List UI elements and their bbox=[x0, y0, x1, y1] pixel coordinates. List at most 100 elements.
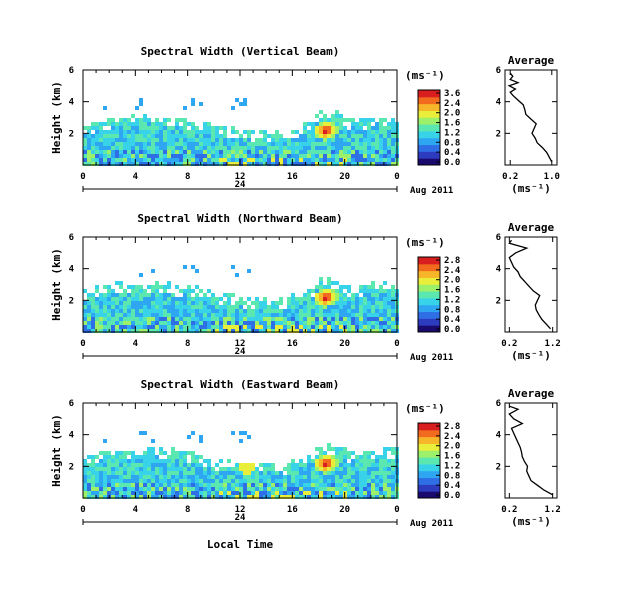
heatmap-cell bbox=[191, 138, 195, 142]
heatmap-cell bbox=[375, 475, 379, 479]
heatmap-cell bbox=[175, 150, 179, 154]
heatmap-cell bbox=[371, 475, 375, 479]
heatmap-cell bbox=[83, 325, 87, 329]
heatmap-cell bbox=[387, 297, 391, 301]
heatmap-cell bbox=[111, 479, 115, 483]
heatmap-cell bbox=[195, 471, 199, 475]
colorbar-segment bbox=[418, 297, 440, 306]
heatmap-cell bbox=[155, 491, 159, 495]
heatmap-cell bbox=[219, 150, 223, 154]
heatmap-cell bbox=[223, 491, 227, 495]
heatmap-cell bbox=[211, 467, 215, 471]
heatmap-cell bbox=[375, 138, 379, 142]
heatmap-cell bbox=[147, 321, 151, 325]
heatmap-cell bbox=[279, 158, 283, 162]
heatmap-cell bbox=[151, 317, 155, 321]
heatmap-cell bbox=[99, 146, 103, 150]
heatmap-cell bbox=[215, 146, 219, 150]
heatmap-cell bbox=[99, 479, 103, 483]
heatmap-cell bbox=[143, 479, 147, 483]
heatmap-cell bbox=[319, 134, 323, 138]
heatmap-cell bbox=[99, 158, 103, 162]
heatmap-cell bbox=[195, 297, 199, 301]
heatmap-cell bbox=[199, 130, 203, 134]
heatmap-cell bbox=[83, 463, 87, 467]
heatmap-cell bbox=[191, 146, 195, 150]
heatmap-cell bbox=[95, 309, 99, 313]
heatmap-cell bbox=[167, 313, 171, 317]
heatmap-cell bbox=[155, 130, 159, 134]
heatmap-cell bbox=[379, 325, 383, 329]
heatmap-cell bbox=[167, 126, 171, 130]
heatmap-cell bbox=[211, 309, 215, 313]
heatmap-cell bbox=[175, 138, 179, 142]
heatmap-cell bbox=[355, 317, 359, 321]
heatmap-cell bbox=[103, 329, 107, 333]
heatmap-cell bbox=[307, 158, 311, 162]
heatmap-cell bbox=[315, 471, 319, 475]
heatmap-cell bbox=[239, 309, 243, 313]
heatmap-cell bbox=[163, 285, 167, 289]
heatmap-cell bbox=[259, 491, 263, 495]
heatmap-cell bbox=[127, 321, 131, 325]
heatmap-cell bbox=[307, 321, 311, 325]
heatmap-cell bbox=[195, 483, 199, 487]
heatmap-cell bbox=[183, 463, 187, 467]
heatmap-cell bbox=[279, 483, 283, 487]
heatmap-cell bbox=[351, 325, 355, 329]
heatmap-cell bbox=[167, 158, 171, 162]
heatmap-cell bbox=[291, 130, 295, 134]
heatmap-cell bbox=[219, 134, 223, 138]
heatmap-cell bbox=[135, 122, 139, 126]
heatmap-cell bbox=[139, 122, 143, 126]
heatmap-cell bbox=[95, 471, 99, 475]
heatmap-cell bbox=[95, 142, 99, 146]
heatmap-cell bbox=[355, 487, 359, 491]
heatmap-cell bbox=[251, 309, 255, 313]
heatmap-cell bbox=[163, 162, 167, 166]
heatmap-cell bbox=[391, 150, 395, 154]
heatmap-cell bbox=[99, 459, 103, 463]
heatmap-cell bbox=[255, 321, 259, 325]
heatmap-cell bbox=[123, 118, 127, 122]
heatmap-cell bbox=[347, 162, 351, 166]
heatmap-cell bbox=[195, 467, 199, 471]
heatmap-cell bbox=[387, 463, 391, 467]
heatmap-cell bbox=[159, 471, 163, 475]
heatmap-cell bbox=[383, 301, 387, 305]
heatmap-cell bbox=[371, 118, 375, 122]
heatmap-cell bbox=[99, 138, 103, 142]
heatmap-cell bbox=[391, 447, 395, 451]
heatmap-cell bbox=[211, 483, 215, 487]
heatmap-cell bbox=[183, 487, 187, 491]
heatmap-cell bbox=[327, 297, 331, 301]
heatmap-cell bbox=[367, 162, 371, 166]
heatmap-cell bbox=[307, 138, 311, 142]
heatmap-cell bbox=[111, 459, 115, 463]
heatmap-cell bbox=[107, 134, 111, 138]
heatmap-cell bbox=[163, 297, 167, 301]
heatmap-cell bbox=[207, 162, 211, 166]
heatmap-cell bbox=[283, 317, 287, 321]
heatmap-cell bbox=[219, 313, 223, 317]
heatmap-cell bbox=[143, 329, 147, 333]
heatmap-cell bbox=[335, 146, 339, 150]
heatmap-cell bbox=[159, 459, 163, 463]
heatmap-cell bbox=[111, 301, 115, 305]
heatmap-cell bbox=[391, 313, 395, 317]
heatmap-cell bbox=[319, 142, 323, 146]
heatmap-cell bbox=[151, 447, 155, 451]
heatmap-cell bbox=[227, 495, 231, 499]
heatmap-cell bbox=[307, 301, 311, 305]
heatmap-cell bbox=[143, 475, 147, 479]
heatmap-cell bbox=[319, 281, 323, 285]
heatmap-cell bbox=[219, 309, 223, 313]
heatmap-cell bbox=[247, 329, 251, 333]
heatmap-cell bbox=[211, 329, 215, 333]
heatmap-cell bbox=[283, 138, 287, 142]
heatmap-cell bbox=[151, 321, 155, 325]
heatmap-cell bbox=[127, 495, 131, 499]
heatmap-cell bbox=[219, 471, 223, 475]
heatmap-cell bbox=[103, 325, 107, 329]
heatmap-cell bbox=[83, 487, 87, 491]
